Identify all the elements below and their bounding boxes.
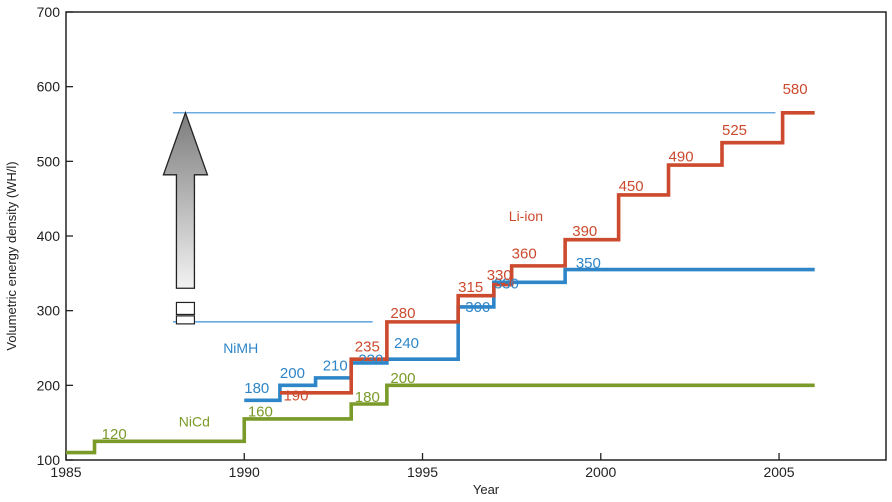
x-tick-label: 2000 [585, 464, 616, 480]
data-label: 350 [576, 255, 601, 272]
series-line-li-ion [279, 111, 815, 395]
data-label: 525 [722, 122, 747, 139]
data-label: 280 [390, 305, 415, 322]
data-label: 300 [465, 299, 490, 316]
y-tick-label: 300 [37, 303, 61, 319]
data-label: 235 [355, 339, 380, 356]
x-tick-label: 2005 [763, 464, 794, 480]
y-axis-title: Volumetric energy density (WH/l) [4, 161, 19, 350]
arrow-tail-block [175, 315, 196, 325]
series-lines [66, 111, 815, 455]
axes: 1985 1990 1995 2000 2005 100 200 300 400 500 600 70… [37, 4, 887, 480]
y-tick-label: 400 [37, 228, 61, 244]
y-tick-label: 200 [37, 377, 61, 393]
data-label: 390 [572, 223, 597, 240]
x-tick-label: 1985 [50, 464, 81, 480]
data-label: 180 [244, 380, 269, 397]
y-tick-label: 700 [37, 4, 61, 20]
data-label: 580 [783, 81, 808, 98]
data-label: 360 [512, 245, 537, 262]
data-label: 450 [619, 178, 644, 195]
data-label: 330 [487, 267, 512, 284]
data-label: 190 [283, 387, 308, 404]
series-line-nicd [66, 383, 815, 455]
data-label: 315 [458, 279, 483, 296]
y-tick-label: 600 [37, 79, 61, 95]
data-label: 490 [669, 148, 694, 165]
arrow-shape [162, 110, 209, 289]
data-label: 160 [248, 404, 273, 421]
x-axis-title: Year [473, 482, 500, 497]
data-label: 330 [494, 275, 519, 292]
reference-lines [172, 112, 776, 323]
data-label: 230 [358, 351, 383, 368]
x-tick-label: 1990 [229, 464, 260, 480]
data-label: 180 [355, 389, 380, 406]
data-label: 240 [394, 335, 419, 352]
x-tick-label: 1995 [407, 464, 438, 480]
series-line-nimh [244, 267, 815, 403]
series-name-label: NiCd [179, 413, 210, 429]
series-name-label: Li-ion [509, 208, 543, 224]
y-tick-label: 100 [37, 452, 61, 468]
series-name-label: NiMH [223, 340, 258, 356]
data-label: 200 [390, 370, 415, 387]
data-label: 120 [102, 426, 127, 443]
data-label: 210 [323, 357, 348, 374]
arrow-tail-block [175, 301, 196, 316]
data-label: 200 [280, 365, 305, 382]
improvement-arrow [162, 110, 209, 325]
y-tick-label: 500 [37, 153, 61, 169]
